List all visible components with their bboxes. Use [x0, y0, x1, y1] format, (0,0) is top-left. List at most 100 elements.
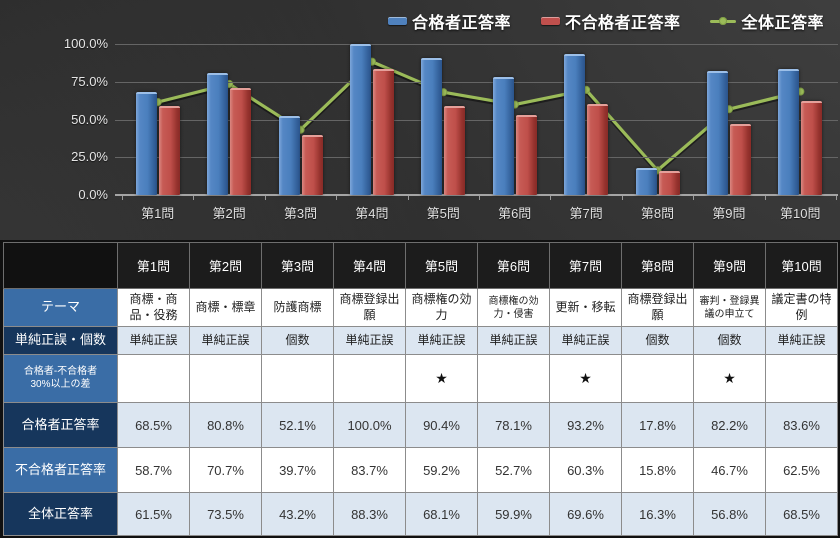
row-label: 単純正誤・個数 [3, 326, 118, 355]
table-cell: 83.7% [333, 447, 406, 493]
x-axis-category-label: 第10問 [780, 206, 821, 221]
y-axis-tick-label: 75.0% [71, 73, 108, 89]
x-axis-tick [122, 196, 123, 200]
legend-line-swatch-icon [710, 16, 737, 25]
table-cell: 単純正誤 [333, 326, 406, 355]
legend-item: 不合格者正答率 [540, 9, 681, 33]
table-row: 不合格者正答率 58.7% 70.7% 39.7% 83.7% 59.2% 52.7% 60.… [3, 447, 838, 493]
big-gap-star-cell [333, 354, 406, 403]
table-cell: 68.5% [765, 492, 838, 536]
x-axis-tick [479, 196, 480, 200]
column-header: 第7問 [549, 242, 622, 289]
column-header: 第10問 [765, 242, 838, 289]
bar-fail-rate-q2 [230, 88, 252, 195]
x-axis-category-label: 第3問 [283, 206, 318, 221]
legend-item: 合格者正答率 [387, 9, 511, 33]
table-cell: 防護商標 [261, 288, 334, 327]
gridline [115, 157, 838, 159]
big-gap-star-cell [261, 354, 334, 403]
bar-pass-rate-q8 [635, 168, 657, 195]
table-cell: 58.7% [117, 447, 190, 493]
column-header: 第1問 [117, 242, 190, 289]
table-row: テーマ 商標・商品・役務 商標・標章 防護商標 商標登録出願 商標権の効力 商標権の効力・侵… [3, 288, 838, 327]
x-axis-tick [193, 196, 195, 200]
y-axis-tick-label: 25.0% [71, 149, 108, 165]
table-cell: 46.7% [693, 447, 766, 493]
table-cell: 審判・登録異議の申立て [693, 288, 766, 327]
big-gap-star-cell: ★ [549, 354, 622, 403]
table-cell: 17.8% [621, 402, 694, 448]
table-row: 合格者-不合格者 30%以上の差 ★ ★ ★ [3, 354, 838, 403]
legend-bar-swatch-icon [540, 17, 560, 25]
table-cell: 59.2% [405, 447, 478, 493]
column-header: 第2問 [189, 242, 262, 289]
table-cell: 商標権の効力 [405, 288, 478, 327]
bar-pass-rate-q9 [706, 70, 728, 195]
table-cell: 73.5% [189, 492, 262, 536]
legend-line-marker-icon [719, 16, 728, 25]
x-axis-category-label: 第1問 [141, 206, 175, 221]
table-cell: 68.1% [405, 492, 478, 536]
y-axis-tick-label: 100.0% [63, 36, 108, 51]
bar-fail-rate-q1 [158, 106, 180, 195]
table-cell: 68.5% [117, 402, 190, 448]
column-header: 第5問 [405, 242, 478, 289]
table-corner-cell [3, 242, 118, 289]
x-axis-tick [550, 196, 552, 200]
overall-line-shadow [157, 61, 801, 175]
bar-fail-rate-q8 [658, 171, 680, 195]
table-cell: 単純正誤 [477, 326, 550, 355]
legend-item: 全体正答率 [710, 9, 824, 33]
table-cell: 更新・移転 [549, 288, 622, 327]
table-cell: 個数 [693, 326, 766, 355]
table-cell: 商標登録出願 [621, 288, 694, 327]
table-row: 合格者正答率 68.5% 80.8% 52.1% 100.0% 90.4% 78.1% 93.… [3, 402, 838, 448]
legend-label: 全体正答率 [741, 15, 824, 32]
x-axis-tick [407, 196, 409, 200]
table-cell: 単純正誤 [765, 326, 838, 355]
table-header-row: 第1問 第2問 第3問 第4問 第5問 第6問 第7問 第8問 第9問 第10問 [3, 242, 838, 289]
big-gap-star-cell [189, 354, 262, 403]
bar-pass-rate-q6 [492, 77, 514, 195]
bar-pass-rate-q2 [207, 72, 229, 195]
row-label: 合格者正答率 [3, 402, 118, 448]
x-axis-category-label: 第5問 [426, 206, 460, 221]
table-cell: 商標登録出願 [333, 288, 406, 327]
table-cell: 議定書の特例 [765, 288, 838, 327]
table-cell: 69.6% [549, 492, 622, 536]
column-header: 第9問 [693, 242, 766, 289]
table-cell: 83.6% [765, 402, 838, 448]
result-table: 第1問 第2問 第3問 第4問 第5問 第6問 第7問 第8問 第9問 第10問 テーマ 商標・商品… [3, 242, 838, 536]
table-cell: 52.1% [261, 402, 334, 448]
row-label: 全体正答率 [3, 492, 118, 536]
table-cell: 単純正誤 [405, 326, 478, 355]
y-axis-tick-label: 0.0% [78, 187, 108, 202]
column-header: 第8問 [621, 242, 694, 289]
column-header: 第3問 [261, 242, 334, 289]
row-label: テーマ [3, 288, 118, 327]
table-cell: 商標権の効力・侵害 [477, 288, 550, 327]
table-cell: 80.8% [189, 402, 262, 448]
chart-panel: 合格者正答率 不合格者正答率 全体正答率 0.0% 25.0% 50.0% 75.0% 10… [0, 0, 840, 240]
big-gap-star-cell: ★ [693, 354, 766, 403]
bar-fail-rate-q3 [301, 135, 323, 195]
table-cell: 16.3% [621, 492, 694, 536]
x-axis-tick [693, 196, 695, 200]
x-axis-category-label: 第6問 [498, 206, 532, 221]
table-cell: 39.7% [261, 447, 334, 493]
x-axis-category-label: 第8問 [640, 206, 675, 221]
table-cell: 90.4% [405, 402, 478, 448]
bar-fail-rate-q9 [729, 124, 751, 195]
table-cell: 62.5% [765, 447, 838, 493]
table-row: 全体正答率 61.5% 73.5% 43.2% 88.3% 68.1% 59.9% 69.6%… [3, 492, 838, 536]
result-table-panel: 第1問 第2問 第3問 第4問 第5問 第6問 第7問 第8問 第9問 第10問 テーマ 商標・商品… [0, 240, 840, 538]
x-axis-tick [836, 196, 837, 200]
legend-label: 合格者正答率 [411, 15, 511, 32]
table-cell: 単純正誤 [117, 326, 190, 355]
table-cell: 93.2% [549, 402, 622, 448]
big-gap-star-cell [765, 354, 838, 403]
table-cell: 商標・標章 [189, 288, 262, 327]
bar-pass-rate-q1 [135, 91, 157, 195]
x-axis-category-label: 第9問 [712, 206, 746, 221]
table-cell: 88.3% [333, 492, 406, 536]
